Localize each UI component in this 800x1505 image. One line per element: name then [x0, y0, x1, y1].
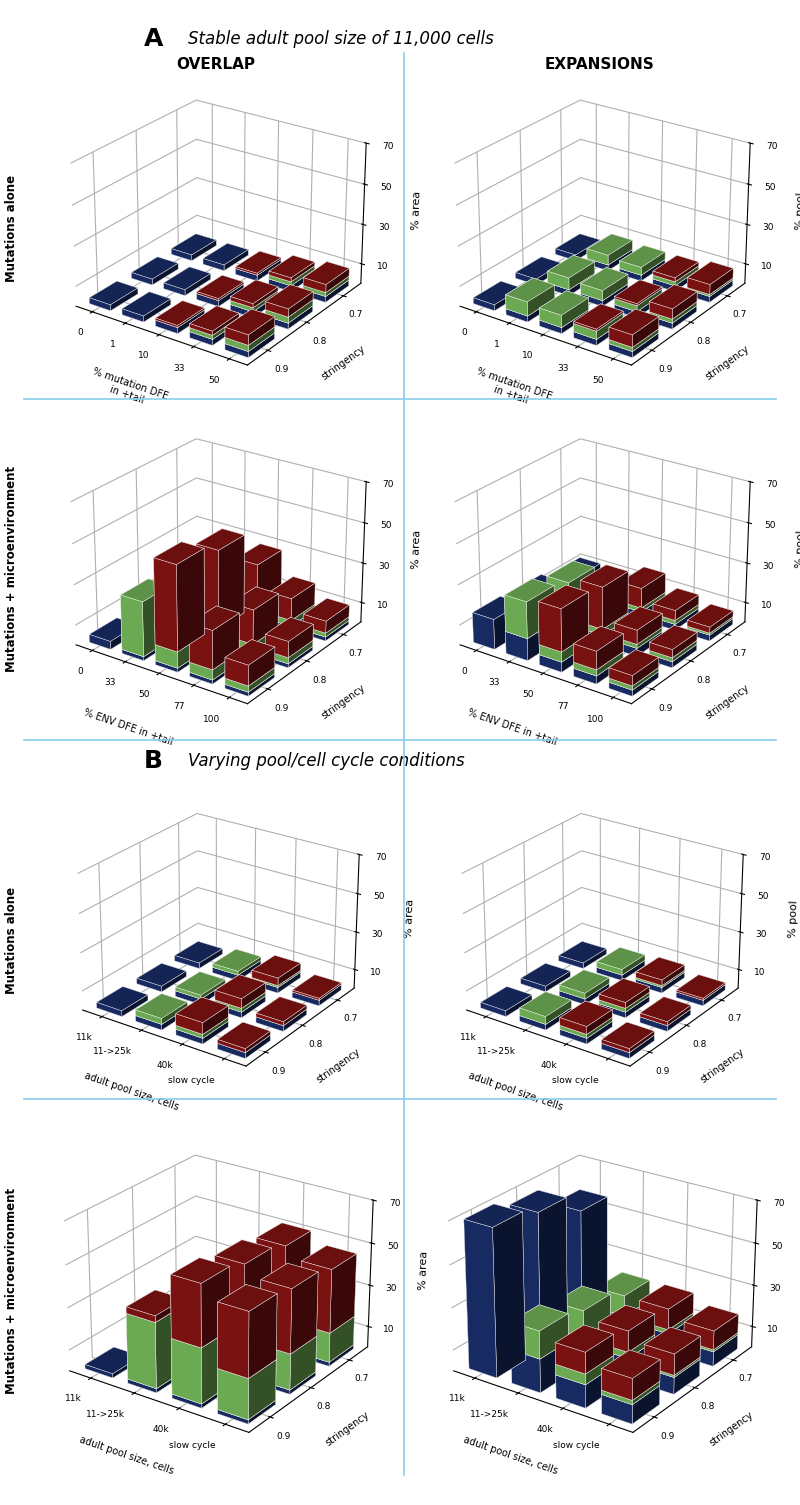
Y-axis label: stringency: stringency [707, 1409, 755, 1448]
X-axis label: adult pool size, cells: adult pool size, cells [78, 1434, 174, 1476]
Text: Mutations alone: Mutations alone [6, 886, 18, 995]
Y-axis label: stringency: stringency [699, 1047, 746, 1085]
X-axis label: % mutation DFE
in +tail: % mutation DFE in +tail [472, 366, 554, 412]
Text: A: A [144, 27, 163, 51]
Y-axis label: stringency: stringency [315, 1047, 362, 1085]
Y-axis label: stringency: stringency [323, 1409, 371, 1448]
X-axis label: adult pool size, cells: adult pool size, cells [462, 1434, 558, 1476]
X-axis label: adult pool size, cells: adult pool size, cells [83, 1072, 180, 1112]
Text: EXPANSIONS: EXPANSIONS [545, 57, 655, 72]
Y-axis label: stringency: stringency [319, 345, 366, 382]
Text: Mutations + microenvironment: Mutations + microenvironment [6, 467, 18, 671]
X-axis label: % mutation DFE
in +tail: % mutation DFE in +tail [88, 366, 170, 412]
Y-axis label: stringency: stringency [703, 345, 750, 382]
Text: Stable adult pool size of 11,000 cells: Stable adult pool size of 11,000 cells [188, 30, 494, 48]
Text: Mutations + microenvironment: Mutations + microenvironment [6, 1189, 18, 1394]
X-axis label: adult pool size, cells: adult pool size, cells [467, 1072, 564, 1112]
Text: B: B [144, 749, 163, 774]
Text: Mutations alone: Mutations alone [6, 175, 18, 283]
Text: Varying pool/cell cycle conditions: Varying pool/cell cycle conditions [188, 752, 465, 771]
X-axis label: % ENV DFE in +tail: % ENV DFE in +tail [467, 707, 558, 748]
Text: OVERLAP: OVERLAP [177, 57, 255, 72]
Y-axis label: stringency: stringency [703, 683, 750, 721]
X-axis label: % ENV DFE in +tail: % ENV DFE in +tail [83, 707, 174, 748]
Y-axis label: stringency: stringency [319, 683, 366, 721]
